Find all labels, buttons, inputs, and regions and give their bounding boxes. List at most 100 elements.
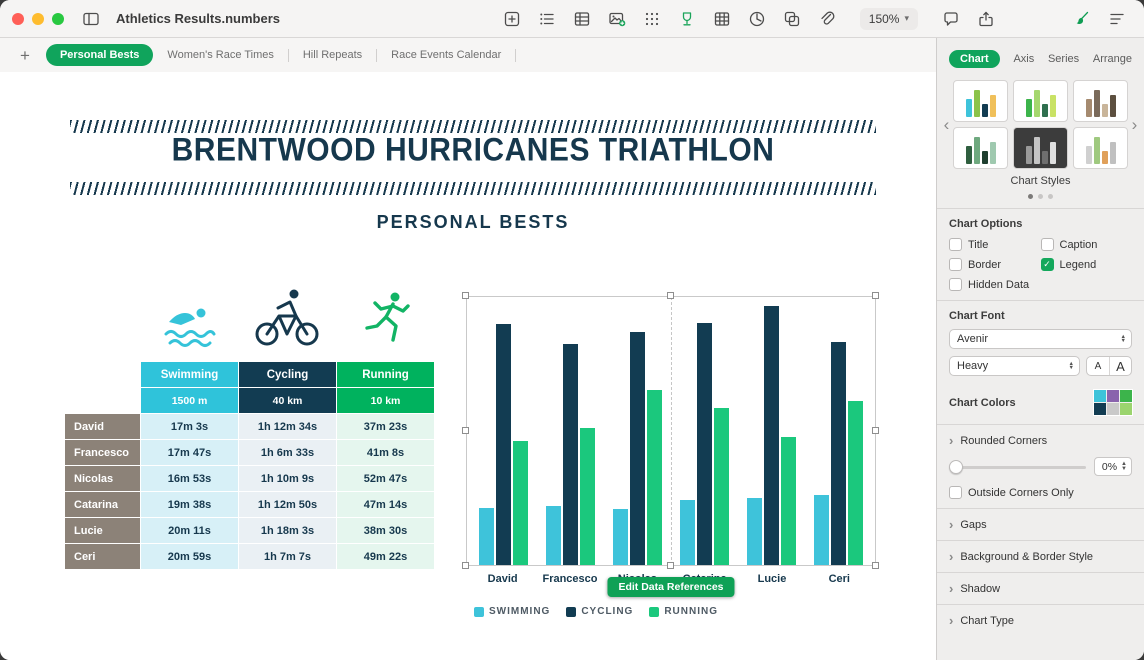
- bar-cycling-david[interactable]: [496, 323, 511, 565]
- increase-font-size-button[interactable]: A: [1109, 357, 1131, 375]
- decrease-font-size-button[interactable]: A: [1094, 360, 1102, 372]
- tab-personal-bests[interactable]: Personal Bests: [45, 44, 154, 66]
- tab-women-s-race-times[interactable]: Women's Race Times: [167, 49, 274, 61]
- chart-plot-area[interactable]: [466, 296, 876, 566]
- bar-running-francesco[interactable]: [580, 428, 595, 565]
- font-weight-select[interactable]: Heavy ▲ ▼: [949, 356, 1080, 376]
- cell-lucie-swimming[interactable]: 20m 11s: [141, 518, 239, 544]
- row-header-lucie[interactable]: Lucie: [65, 518, 141, 544]
- legend-item-swimming[interactable]: SWIMMING: [474, 606, 550, 617]
- cell-ceri-cycling[interactable]: 1h 7m 7s: [239, 544, 337, 570]
- rounded-corners-stepper[interactable]: 0% ▲ ▼: [1093, 457, 1132, 476]
- rounded-corners-slider[interactable]: [949, 459, 1086, 474]
- fullscreen-button[interactable]: [52, 12, 64, 25]
- bar-running-ceri[interactable]: [848, 400, 863, 565]
- bar-cycling-ceri[interactable]: [831, 341, 846, 565]
- media-icon[interactable]: [606, 8, 628, 30]
- bar-running-catarina[interactable]: [714, 408, 729, 565]
- checkbox-legend[interactable]: ✓ Legend: [1040, 258, 1133, 271]
- selection-handle-middle-right[interactable]: [872, 427, 879, 434]
- section-shadow[interactable]: › Shadow: [937, 573, 1144, 604]
- bar-cycling-lucie[interactable]: [764, 305, 779, 565]
- bar-swimming-catarina[interactable]: [680, 499, 695, 565]
- page-dot-2[interactable]: [1038, 194, 1043, 199]
- sheet-canvas[interactable]: BRENTWOOD HURRICANES TRIATHLON PERSONAL …: [0, 72, 936, 660]
- selection-handle-bottom-left[interactable]: [462, 562, 469, 569]
- row-header-david[interactable]: David: [65, 414, 141, 440]
- bar-running-david[interactable]: [513, 440, 528, 565]
- cell-catarina-swimming[interactable]: 19m 38s: [141, 492, 239, 518]
- edit-data-references-button[interactable]: Edit Data References: [607, 577, 735, 597]
- insert-icon[interactable]: [501, 8, 523, 30]
- column-unit-swimming[interactable]: 1500 m: [141, 388, 239, 414]
- chart-icon[interactable]: [746, 8, 768, 30]
- page-dot-3[interactable]: [1048, 194, 1053, 199]
- bar-swimming-nicolas[interactable]: [613, 508, 628, 565]
- bar-swimming-ceri[interactable]: [814, 495, 829, 565]
- column-header-cycling[interactable]: Cycling: [239, 362, 337, 388]
- chart-style-thumbnail-3[interactable]: [1073, 80, 1128, 122]
- chart-style-thumbnail-5[interactable]: [1013, 127, 1068, 169]
- chart-colors-well[interactable]: [1094, 390, 1132, 415]
- cell-lucie-cycling[interactable]: 1h 18m 3s: [239, 518, 337, 544]
- add-sheet-button[interactable]: +: [20, 45, 30, 65]
- close-button[interactable]: [12, 12, 24, 25]
- bar-group-nicolas[interactable]: [604, 297, 671, 565]
- cell-francesco-swimming[interactable]: 17m 47s: [141, 440, 239, 466]
- row-header-francesco[interactable]: Francesco: [65, 440, 141, 466]
- chart-object[interactable]: DavidFrancescoNicolasCatarinaLucieCeri E…: [462, 292, 879, 617]
- zoom-select[interactable]: 150% ▾: [859, 7, 918, 30]
- cell-nicolas-cycling[interactable]: 1h 10m 9s: [239, 466, 337, 492]
- bar-swimming-david[interactable]: [479, 508, 494, 565]
- row-header-catarina[interactable]: Catarina: [65, 492, 141, 518]
- column-unit-running[interactable]: 10 km: [337, 388, 435, 414]
- font-family-select[interactable]: Avenir ▲ ▼: [949, 329, 1132, 349]
- bar-cycling-catarina[interactable]: [697, 322, 712, 565]
- inspector-tab-arrange[interactable]: Arrange: [1092, 53, 1132, 65]
- checkbox-outside-corners-only[interactable]: Outside Corners Only: [949, 486, 1132, 499]
- checkbox-border[interactable]: Border: [949, 258, 1041, 271]
- chevron-right-icon[interactable]: ›: [1131, 115, 1138, 134]
- section-gaps[interactable]: › Gaps: [937, 509, 1144, 540]
- column-unit-cycling[interactable]: 40 km: [239, 388, 337, 414]
- cell-ceri-swimming[interactable]: 20m 59s: [141, 544, 239, 570]
- organize-icon[interactable]: [1106, 8, 1128, 30]
- section-chart-type[interactable]: › Chart Type: [937, 605, 1144, 636]
- checkbox-hidden-data[interactable]: Hidden Data: [949, 278, 1041, 291]
- tab-race-events-calendar[interactable]: Race Events Calendar: [391, 49, 502, 61]
- legend-item-running[interactable]: RUNNING: [649, 606, 718, 617]
- format-icon[interactable]: [1071, 8, 1093, 30]
- attachment-icon[interactable]: [816, 8, 838, 30]
- inspector-tab-axis[interactable]: Axis: [1013, 53, 1035, 65]
- selection-handle-top-middle[interactable]: [667, 292, 674, 299]
- sheet-title[interactable]: BRENTWOOD HURRICANES TRIATHLON: [171, 132, 775, 169]
- comment-icon[interactable]: [940, 8, 962, 30]
- slider-knob[interactable]: [949, 459, 963, 474]
- bar-running-lucie[interactable]: [781, 437, 796, 565]
- bar-group-lucie[interactable]: [738, 297, 805, 565]
- chevron-left-icon[interactable]: ‹: [943, 115, 950, 134]
- shapes-icon[interactable]: [781, 8, 803, 30]
- bar-group-david[interactable]: [470, 297, 537, 565]
- bar-running-nicolas[interactable]: [647, 389, 662, 565]
- inspector-tab-series[interactable]: Series: [1047, 53, 1080, 65]
- cell-catarina-cycling[interactable]: 1h 12m 50s: [239, 492, 337, 518]
- cell-ceri-running[interactable]: 49m 22s: [337, 544, 435, 570]
- column-header-swimming[interactable]: Swimming: [141, 362, 239, 388]
- chart-style-thumbnail-6[interactable]: [1073, 127, 1128, 169]
- selection-handle-top-right[interactable]: [872, 292, 879, 299]
- selection-handle-bottom-right[interactable]: [872, 562, 879, 569]
- bar-group-francesco[interactable]: [537, 297, 604, 565]
- cell-francesco-running[interactable]: 41m 8s: [337, 440, 435, 466]
- bar-swimming-francesco[interactable]: [546, 505, 561, 565]
- cell-lucie-running[interactable]: 38m 30s: [337, 518, 435, 544]
- share-icon[interactable]: [975, 8, 997, 30]
- sidebar-toggle-icon[interactable]: [80, 8, 102, 30]
- cell-david-cycling[interactable]: 1h 12m 34s: [239, 414, 337, 440]
- bar-group-ceri[interactable]: [805, 297, 872, 565]
- checkbox-caption[interactable]: Caption: [1040, 238, 1133, 251]
- selection-handle-top-left[interactable]: [462, 292, 469, 299]
- inspector-tab-chart[interactable]: Chart: [949, 50, 1000, 68]
- checkbox-title[interactable]: Title: [949, 238, 1041, 251]
- minimize-button[interactable]: [32, 12, 44, 25]
